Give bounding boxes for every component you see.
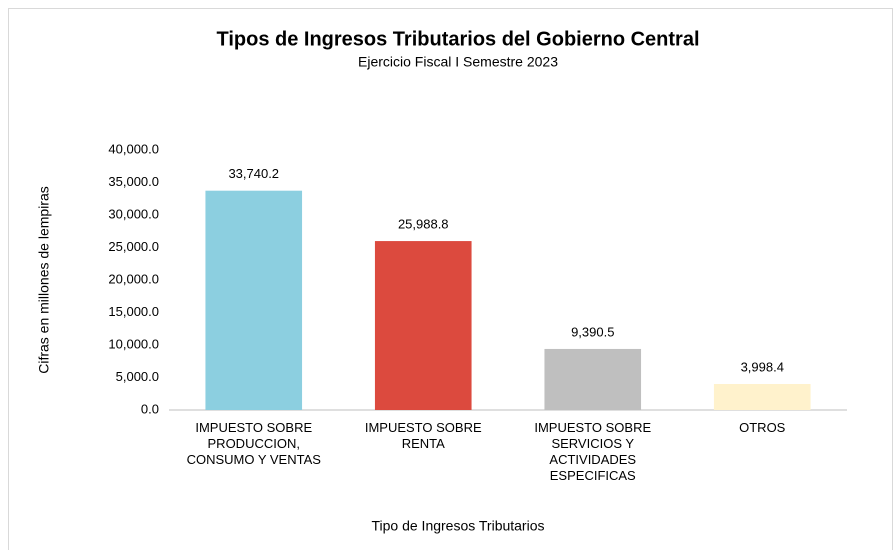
bar <box>374 241 472 410</box>
bar <box>205 190 303 410</box>
x-tick-label: IMPUESTO SOBRE SERVICIOS Y ACTIVIDADES E… <box>534 420 652 483</box>
x-tick-label: IMPUESTO SOBRE PRODUCCION, CONSUMO Y VEN… <box>186 420 321 467</box>
data-label: 33,740.2 <box>228 166 279 181</box>
y-tick-label: 20,000.0 <box>108 271 159 286</box>
y-tick-label: 0.0 <box>141 401 159 416</box>
data-label: 9,390.5 <box>571 324 614 339</box>
chart-title: Tipos de Ingresos Tributarios del Gobier… <box>216 28 699 50</box>
x-tick-label: OTROS <box>739 420 786 435</box>
y-tick-label: 5,000.0 <box>116 369 159 384</box>
x-axis-label: Tipo de Ingresos Tributarios <box>371 518 544 534</box>
y-axis-label: Cifras en millones de lempiras <box>36 186 52 374</box>
y-tick-label: 30,000.0 <box>108 206 159 221</box>
y-tick-label: 25,000.0 <box>108 239 159 254</box>
bar <box>713 384 811 410</box>
data-label: 25,988.8 <box>398 217 449 232</box>
data-label: 3,998.4 <box>741 359 784 374</box>
y-tick-label: 10,000.0 <box>108 336 159 351</box>
chart-subtitle: Ejercicio Fiscal I Semestre 2023 <box>358 54 558 70</box>
y-tick-label: 35,000.0 <box>108 174 159 189</box>
y-tick-label: 40,000.0 <box>108 141 159 156</box>
bar <box>544 348 642 410</box>
x-tick-label: IMPUESTO SOBRE RENTA <box>364 420 482 451</box>
y-tick-label: 15,000.0 <box>108 304 159 319</box>
